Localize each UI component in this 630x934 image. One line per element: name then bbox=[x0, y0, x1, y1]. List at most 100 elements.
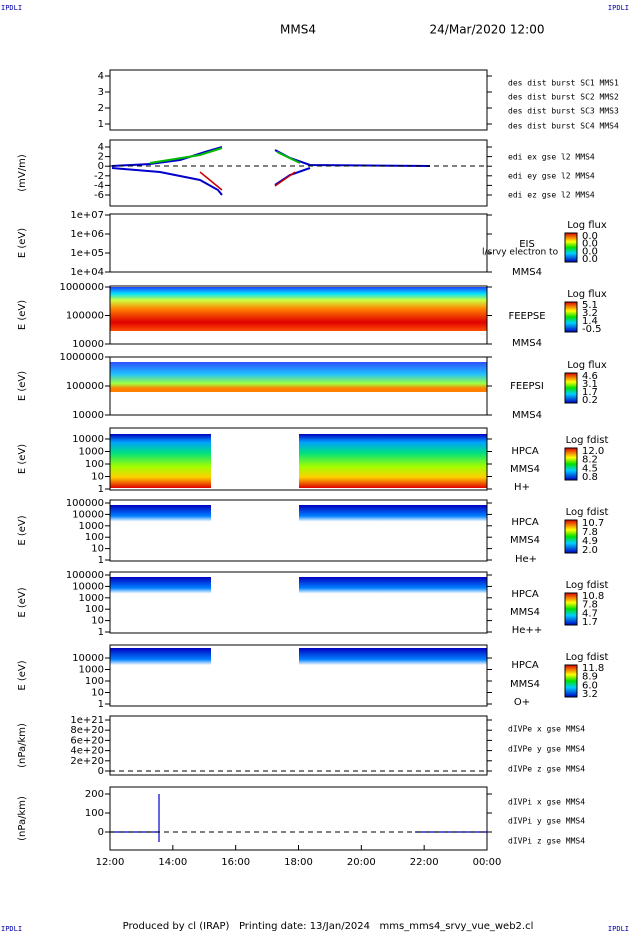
spectrogram bbox=[110, 577, 211, 632]
x-tick-label: 18:00 bbox=[284, 857, 313, 868]
instrument-label: HPCA bbox=[511, 517, 539, 528]
spectrogram bbox=[299, 648, 487, 705]
spectrogram bbox=[110, 505, 211, 560]
instrument-label: He+ bbox=[515, 554, 537, 565]
legend-entry: des dist burst SC1 MMS1 bbox=[508, 79, 619, 88]
trace bbox=[149, 147, 301, 164]
colorbar bbox=[564, 301, 578, 333]
y-tick-label: 10000 bbox=[72, 339, 104, 350]
x-tick-label: 00:00 bbox=[473, 857, 502, 868]
y-tick-label: 4 bbox=[98, 142, 104, 153]
colorbar-tick-label: 10.8 bbox=[582, 591, 604, 602]
x-tick-label: 22:00 bbox=[410, 857, 439, 868]
colorbar-tick-label: 8.2 bbox=[582, 455, 598, 466]
y-tick-label: 2e+20 bbox=[70, 756, 104, 767]
colorbar-tick-label: 5.1 bbox=[582, 300, 598, 311]
x-tick-label: 20:00 bbox=[347, 857, 376, 868]
legend-entry: edi ez gse l2 MMS4 bbox=[508, 191, 595, 200]
colorbar bbox=[564, 372, 578, 404]
y-tick-label: 10000 bbox=[72, 434, 104, 445]
colorbar-tick-label: 0.8 bbox=[582, 472, 598, 483]
y-tick-label: 200 bbox=[85, 789, 104, 800]
y-tick-label: 2 bbox=[98, 103, 104, 114]
colorbar-tick-label: -0.5 bbox=[582, 324, 602, 335]
instrument-label: FEEPSI bbox=[510, 381, 544, 392]
y-tick-label: 0 bbox=[98, 766, 104, 777]
colorbar-tick-label: 7.8 bbox=[582, 600, 598, 611]
legend-entry: des dist burst SC3 MMS3 bbox=[508, 107, 619, 116]
y-tick-label: 100 bbox=[85, 676, 104, 687]
instrument-label: MMS4 bbox=[512, 410, 542, 421]
y-tick-label: 1000000 bbox=[59, 282, 104, 293]
y-tick-label: 10000 bbox=[72, 509, 104, 520]
y-tick-label: 1 bbox=[98, 119, 104, 130]
colorbar-tick-label: 7.8 bbox=[582, 527, 598, 538]
legend-entry: dIVPi y gse MMS4 bbox=[508, 817, 585, 826]
y-tick-label: 0 bbox=[98, 827, 104, 838]
date: 24/Mar/2020 12:00 bbox=[430, 23, 545, 37]
colorbar-tick-label: 12.0 bbox=[582, 446, 604, 457]
y-tick-label: 100000 bbox=[66, 381, 104, 392]
colorbar-tick-label: 3.2 bbox=[582, 689, 598, 700]
instrument-label: MMS4 bbox=[512, 338, 542, 349]
colorbar-title: Log fdist bbox=[566, 435, 609, 446]
x-tick-label: 12:00 bbox=[96, 857, 125, 868]
instrument-label: HPCA bbox=[511, 446, 539, 457]
y-tick-label: 1e+06 bbox=[70, 229, 104, 240]
legend-entry: edi ey gse l2 MMS4 bbox=[508, 172, 595, 181]
instrument-label: MMS4 bbox=[510, 535, 540, 546]
legend-entry: des dist burst SC4 MMS4 bbox=[508, 122, 619, 131]
y-axis-label: E (eV) bbox=[17, 515, 28, 545]
legend-entry: edi ex gse l2 MMS4 bbox=[508, 153, 595, 162]
y-tick-label: 1000 bbox=[79, 521, 104, 532]
trace bbox=[199, 171, 296, 191]
y-axis-label: E (eV) bbox=[17, 371, 28, 401]
instrument-label: FEEPSE bbox=[508, 311, 545, 322]
y-axis-label: E (eV) bbox=[17, 444, 28, 474]
colorbar-title: Log flux bbox=[567, 360, 607, 371]
colorbar-tick-label: 6.0 bbox=[582, 680, 598, 691]
colorbar-tick-label: 0.0 bbox=[582, 239, 598, 250]
trace bbox=[111, 146, 431, 196]
corner-label: IPDLI bbox=[608, 4, 629, 12]
x-tick-label: 16:00 bbox=[221, 857, 250, 868]
y-tick-label: 10000 bbox=[72, 410, 104, 421]
spectrogram bbox=[299, 577, 487, 632]
y-tick-label: -2 bbox=[94, 171, 104, 182]
y-tick-label: 1000 bbox=[79, 665, 104, 676]
colorbar-title: Log fdist bbox=[566, 507, 609, 518]
colorbar-tick-label: 1.4 bbox=[582, 316, 598, 327]
y-tick-label: -4 bbox=[94, 180, 104, 191]
colorbar-tick-label: 3.2 bbox=[582, 308, 598, 319]
spectrogram bbox=[110, 362, 487, 410]
colorbar bbox=[564, 519, 578, 554]
colorbar-tick-label: 4.7 bbox=[582, 608, 598, 619]
instrument-label: MMS4 bbox=[510, 464, 540, 475]
colorbar bbox=[564, 592, 578, 626]
y-axis-label: E (eV) bbox=[17, 300, 28, 330]
colorbar-tick-label: 4.5 bbox=[582, 463, 598, 474]
colorbar bbox=[564, 232, 578, 263]
colorbar-tick-label: 4.6 bbox=[582, 371, 598, 382]
colorbar-tick-label: 10.7 bbox=[582, 518, 604, 529]
colorbar-tick-label: 0.0 bbox=[582, 231, 598, 242]
y-tick-label: 0 bbox=[98, 161, 104, 172]
legend-entry: dIVPi z gse MMS4 bbox=[508, 837, 585, 846]
colorbar bbox=[564, 664, 578, 698]
legend-entry: dIVPe x gse MMS4 bbox=[508, 725, 585, 734]
panel-frame bbox=[109, 427, 488, 491]
y-tick-label: 100 bbox=[85, 459, 104, 470]
y-tick-label: 1 bbox=[98, 699, 104, 710]
title: MMS4 bbox=[280, 23, 316, 37]
colorbar-title: Log fdist bbox=[566, 652, 609, 663]
y-tick-label: 10 bbox=[91, 472, 104, 483]
y-tick-label: 100000 bbox=[66, 311, 104, 322]
instrument-label: H+ bbox=[514, 482, 530, 493]
instrument-label: MMS4 bbox=[510, 607, 540, 618]
y-tick-label: 10000 bbox=[72, 581, 104, 592]
colorbar-tick-label: 0.0 bbox=[582, 254, 598, 265]
panel-frame bbox=[109, 499, 488, 562]
colorbar bbox=[564, 447, 578, 481]
legend-entry: dIVPe z gse MMS4 bbox=[508, 765, 585, 774]
